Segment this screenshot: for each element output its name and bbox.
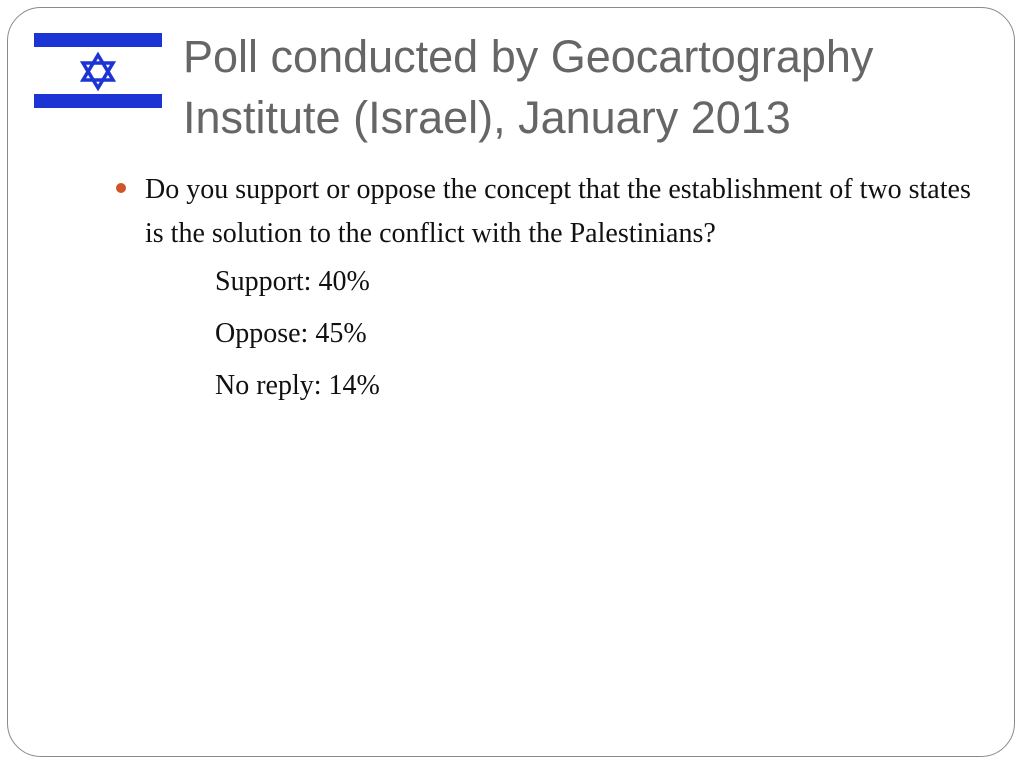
slide-title: Poll conducted by Geocartography Institu… <box>183 31 874 143</box>
answer-support: Support: 40% <box>215 266 370 297</box>
slide-body: Do you support or oppose the concept tha… <box>115 168 975 416</box>
bullet-dot-icon <box>116 183 126 193</box>
slide-frame <box>7 7 1015 757</box>
question-bullet: Do you support or oppose the concept tha… <box>115 168 975 256</box>
question-text: Do you support or oppose the concept tha… <box>145 174 971 249</box>
answer-list: Support: 40% Oppose: 45% No reply: 14% <box>215 260 975 416</box>
answer-oppose: Oppose: 45% <box>215 318 367 349</box>
answer-no-reply: No reply: 14% <box>215 370 380 401</box>
israel-flag-icon <box>34 33 162 109</box>
